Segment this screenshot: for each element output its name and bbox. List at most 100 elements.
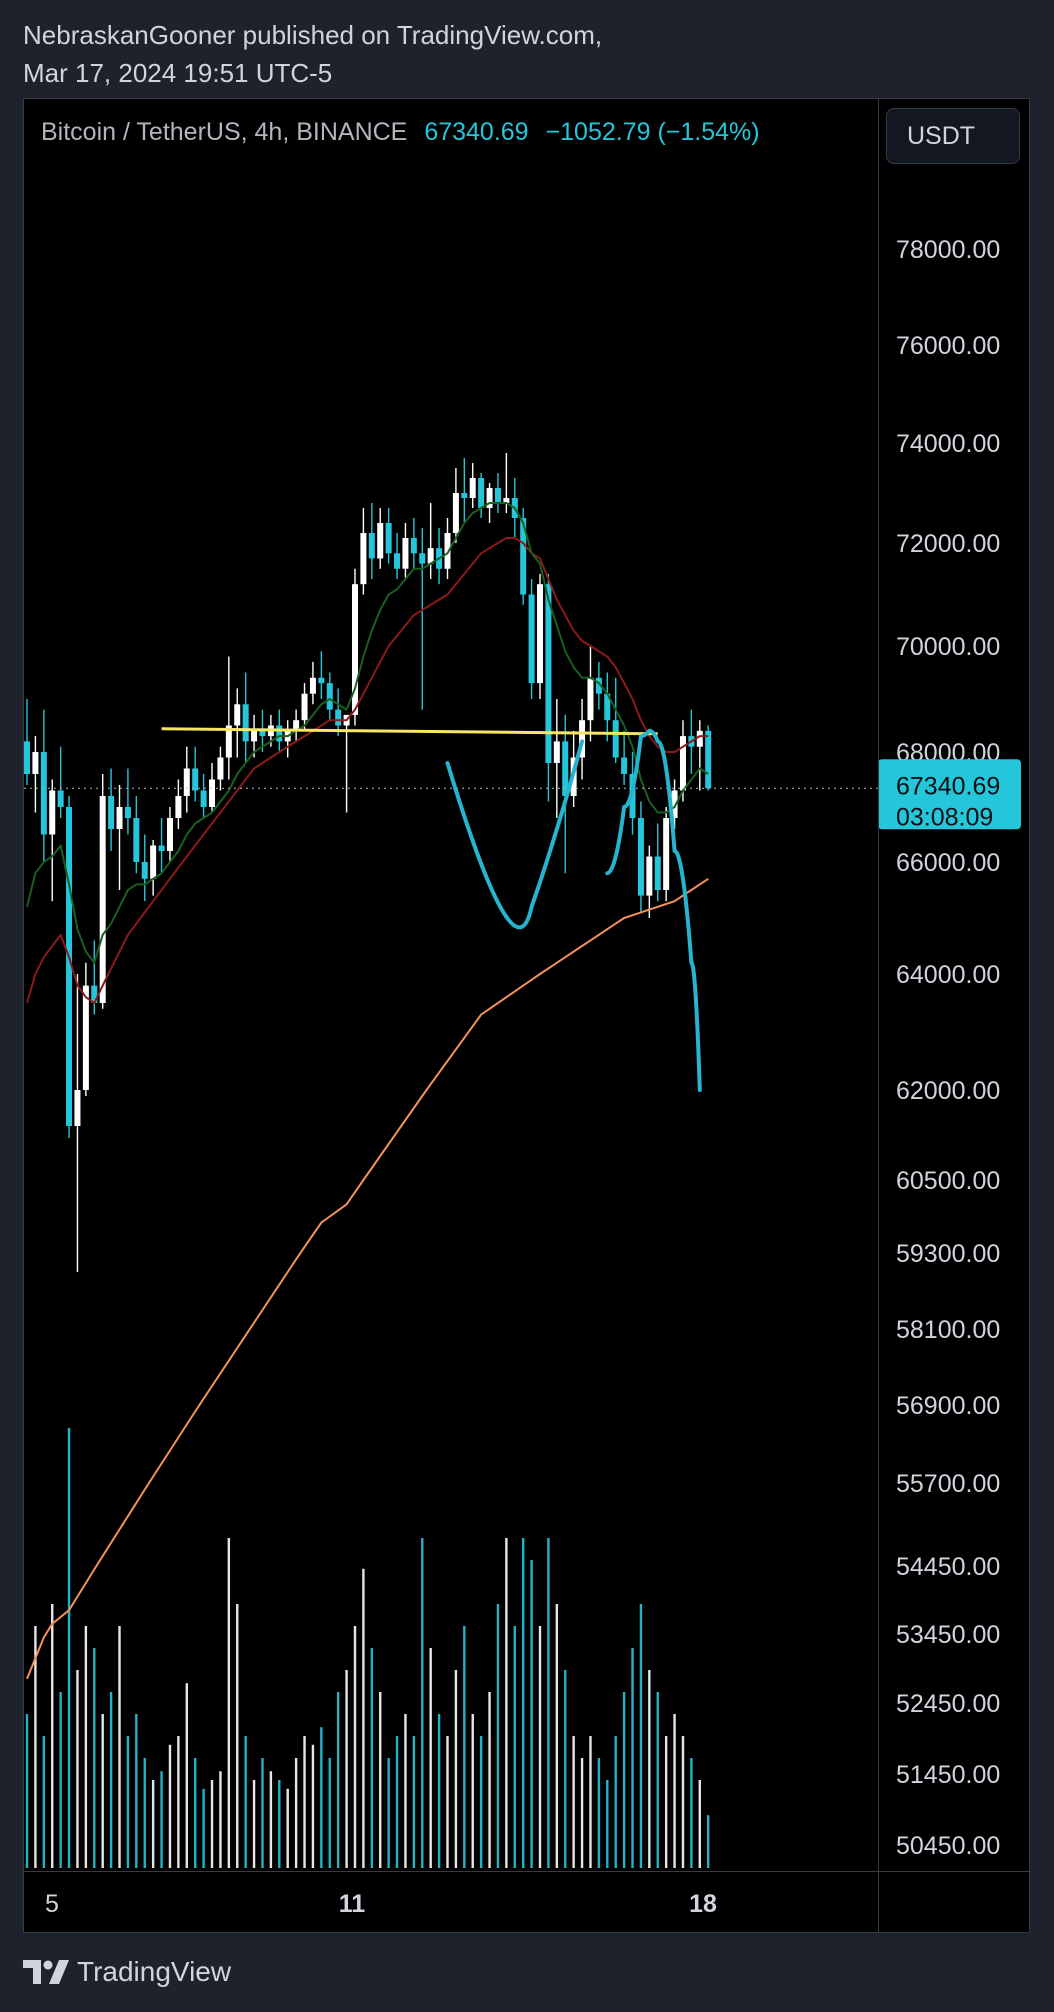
volume-bar (471, 1714, 474, 1868)
candle-body (595, 677, 602, 694)
volume-bar (143, 1758, 146, 1868)
price-tick-label: 54450.00 (896, 1553, 1000, 1581)
price-tick-label: 78000.00 (896, 236, 1000, 264)
volume-bar (496, 1604, 500, 1868)
candle-body (679, 736, 686, 791)
candle-body (82, 985, 89, 1090)
candle-body (74, 1090, 81, 1126)
volume-bar (244, 1736, 247, 1868)
ema-mid-line (26, 537, 709, 1004)
volume-bar (76, 1670, 79, 1868)
volume-bar (269, 1771, 273, 1868)
candle-body (452, 493, 459, 533)
candle-body (234, 704, 241, 726)
price-badge (878, 759, 1021, 830)
symbol-name: Bitcoin / TetherUS, 4h, BINANCE (41, 118, 408, 146)
volume-bar (648, 1670, 651, 1868)
volume-bar (564, 1670, 567, 1868)
price-tick-label: 50450.00 (896, 1832, 1000, 1860)
candle-body (528, 594, 535, 684)
volume-bar (454, 1670, 458, 1868)
volume-bar (547, 1538, 550, 1868)
currency-button[interactable]: USDT (886, 108, 1020, 164)
time-tick-label: 5 (45, 1890, 59, 1918)
volume-bar (151, 1780, 155, 1868)
volume-bar (93, 1648, 96, 1868)
volume-bar (160, 1771, 163, 1868)
volume-bar (194, 1758, 197, 1868)
tradingview-logo-icon (23, 1960, 69, 1984)
candle-body (587, 677, 594, 721)
volume-bar (463, 1626, 466, 1868)
volume-bar (135, 1714, 138, 1868)
volume-bar (580, 1758, 584, 1868)
candle-body (654, 856, 661, 890)
price-axis: 78000.00 76000.00 74000.00 72000.00 70000.00… (878, 236, 1021, 1860)
volume-bar (479, 1736, 483, 1868)
candle-body (293, 720, 300, 731)
candle-body (360, 533, 367, 585)
price-tick-label: 52450.00 (896, 1690, 1000, 1718)
candle-body (553, 741, 560, 763)
price-tick-label: 72000.00 (896, 530, 1000, 558)
candle-body (57, 790, 64, 807)
candle-body (49, 790, 56, 835)
volume-bar (631, 1648, 634, 1868)
volume-bar (387, 1758, 390, 1868)
volume-bar (227, 1538, 231, 1868)
volume-bar (286, 1788, 289, 1868)
volume-bar (395, 1736, 399, 1868)
candle-body (40, 752, 47, 835)
symbol-legend[interactable]: Bitcoin / TetherUS, 4h, BINANCE 67340.69… (41, 118, 760, 147)
volume-bar (379, 1692, 382, 1868)
candle-body (696, 730, 703, 747)
candle-body (486, 488, 493, 508)
volume-bar (530, 1560, 533, 1868)
candle-body (66, 807, 73, 1126)
volume-bar (126, 1736, 130, 1868)
candle-body (242, 704, 249, 742)
volume-layer (25, 1428, 710, 1868)
volume-bar (421, 1538, 424, 1868)
volume-bar (437, 1714, 441, 1868)
time-axis: 5 11 18 (45, 1890, 717, 1918)
volume-bar (639, 1604, 643, 1868)
volume-bar (219, 1771, 222, 1868)
candle-body (663, 818, 670, 890)
price-tick-label: 51450.00 (896, 1761, 1000, 1789)
volume-bar (589, 1736, 592, 1868)
candle-body (133, 818, 140, 862)
resistance-line (161, 727, 658, 736)
volume-bar (328, 1758, 331, 1868)
volume-bar (210, 1780, 214, 1868)
candle-body (377, 523, 384, 559)
time-tick-label: 18 (689, 1890, 717, 1918)
price-tick-label: 60500.00 (896, 1167, 1000, 1195)
candle-body (604, 693, 611, 721)
candle-body (646, 856, 653, 896)
candle-body (579, 720, 586, 758)
price-tick-label: 58100.00 (896, 1316, 1000, 1344)
volume-bar (278, 1780, 281, 1868)
price-tick-label: 74000.00 (896, 430, 1000, 458)
volume-bar (698, 1780, 701, 1868)
price-badge-countdown: 03:08:09 (896, 803, 993, 831)
volume-bar (606, 1780, 609, 1868)
volume-bar (311, 1744, 315, 1868)
candle-body (520, 518, 527, 595)
publish-date: Mar 17, 2024 19:51 UTC-5 (23, 58, 333, 88)
volume-bar (336, 1692, 340, 1868)
volume-bar (404, 1714, 407, 1868)
volume-bar (303, 1736, 306, 1868)
volume-bar (51, 1604, 54, 1868)
volume-bar (345, 1670, 348, 1868)
candle-body (461, 493, 468, 498)
volume-bar (185, 1683, 188, 1868)
candle-body (32, 752, 39, 774)
symbol-price: 67340.69 (424, 118, 529, 146)
price-tick-label: 62000.00 (896, 1077, 1000, 1105)
ema-slow-line (26, 877, 709, 1680)
candle-body (427, 548, 434, 564)
price-tick-label: 59300.00 (896, 1240, 1000, 1268)
